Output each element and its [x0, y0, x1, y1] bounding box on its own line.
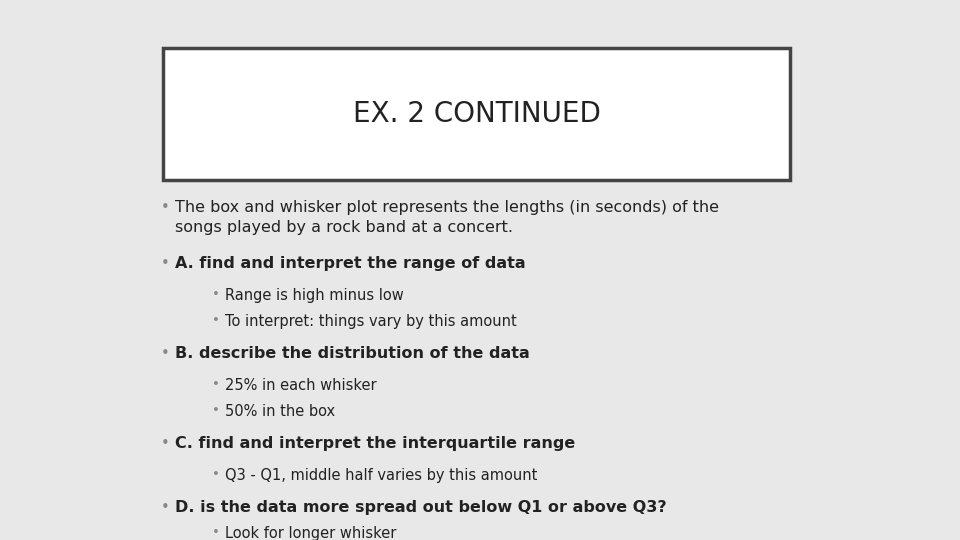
Text: •: •	[212, 288, 220, 301]
Text: •: •	[161, 436, 170, 451]
Text: C. find and interpret the interquartile range: C. find and interpret the interquartile …	[175, 436, 575, 451]
Text: 50% in the box: 50% in the box	[225, 404, 335, 419]
Text: •: •	[212, 378, 220, 391]
Text: Q3 - Q1, middle half varies by this amount: Q3 - Q1, middle half varies by this amou…	[225, 468, 538, 483]
Text: Look for longer whisker: Look for longer whisker	[225, 526, 396, 540]
Text: •: •	[161, 346, 170, 361]
Text: The box and whisker plot represents the lengths (in seconds) of the
songs played: The box and whisker plot represents the …	[175, 200, 719, 235]
Text: •: •	[212, 526, 220, 539]
Text: D. is the data more spread out below Q1 or above Q3?: D. is the data more spread out below Q1 …	[175, 500, 666, 515]
Text: To interpret: things vary by this amount: To interpret: things vary by this amount	[225, 314, 516, 329]
Text: •: •	[212, 314, 220, 327]
Text: A. find and interpret the range of data: A. find and interpret the range of data	[175, 256, 526, 271]
Text: Range is high minus low: Range is high minus low	[225, 288, 404, 303]
Text: 25% in each whisker: 25% in each whisker	[225, 378, 376, 393]
Text: EX. 2 CONTINUED: EX. 2 CONTINUED	[352, 100, 600, 128]
Text: •: •	[161, 200, 170, 215]
FancyBboxPatch shape	[163, 48, 790, 180]
Text: •: •	[161, 256, 170, 271]
Text: •: •	[212, 468, 220, 481]
Text: B. describe the distribution of the data: B. describe the distribution of the data	[175, 346, 530, 361]
Text: •: •	[161, 500, 170, 515]
Text: •: •	[212, 404, 220, 417]
